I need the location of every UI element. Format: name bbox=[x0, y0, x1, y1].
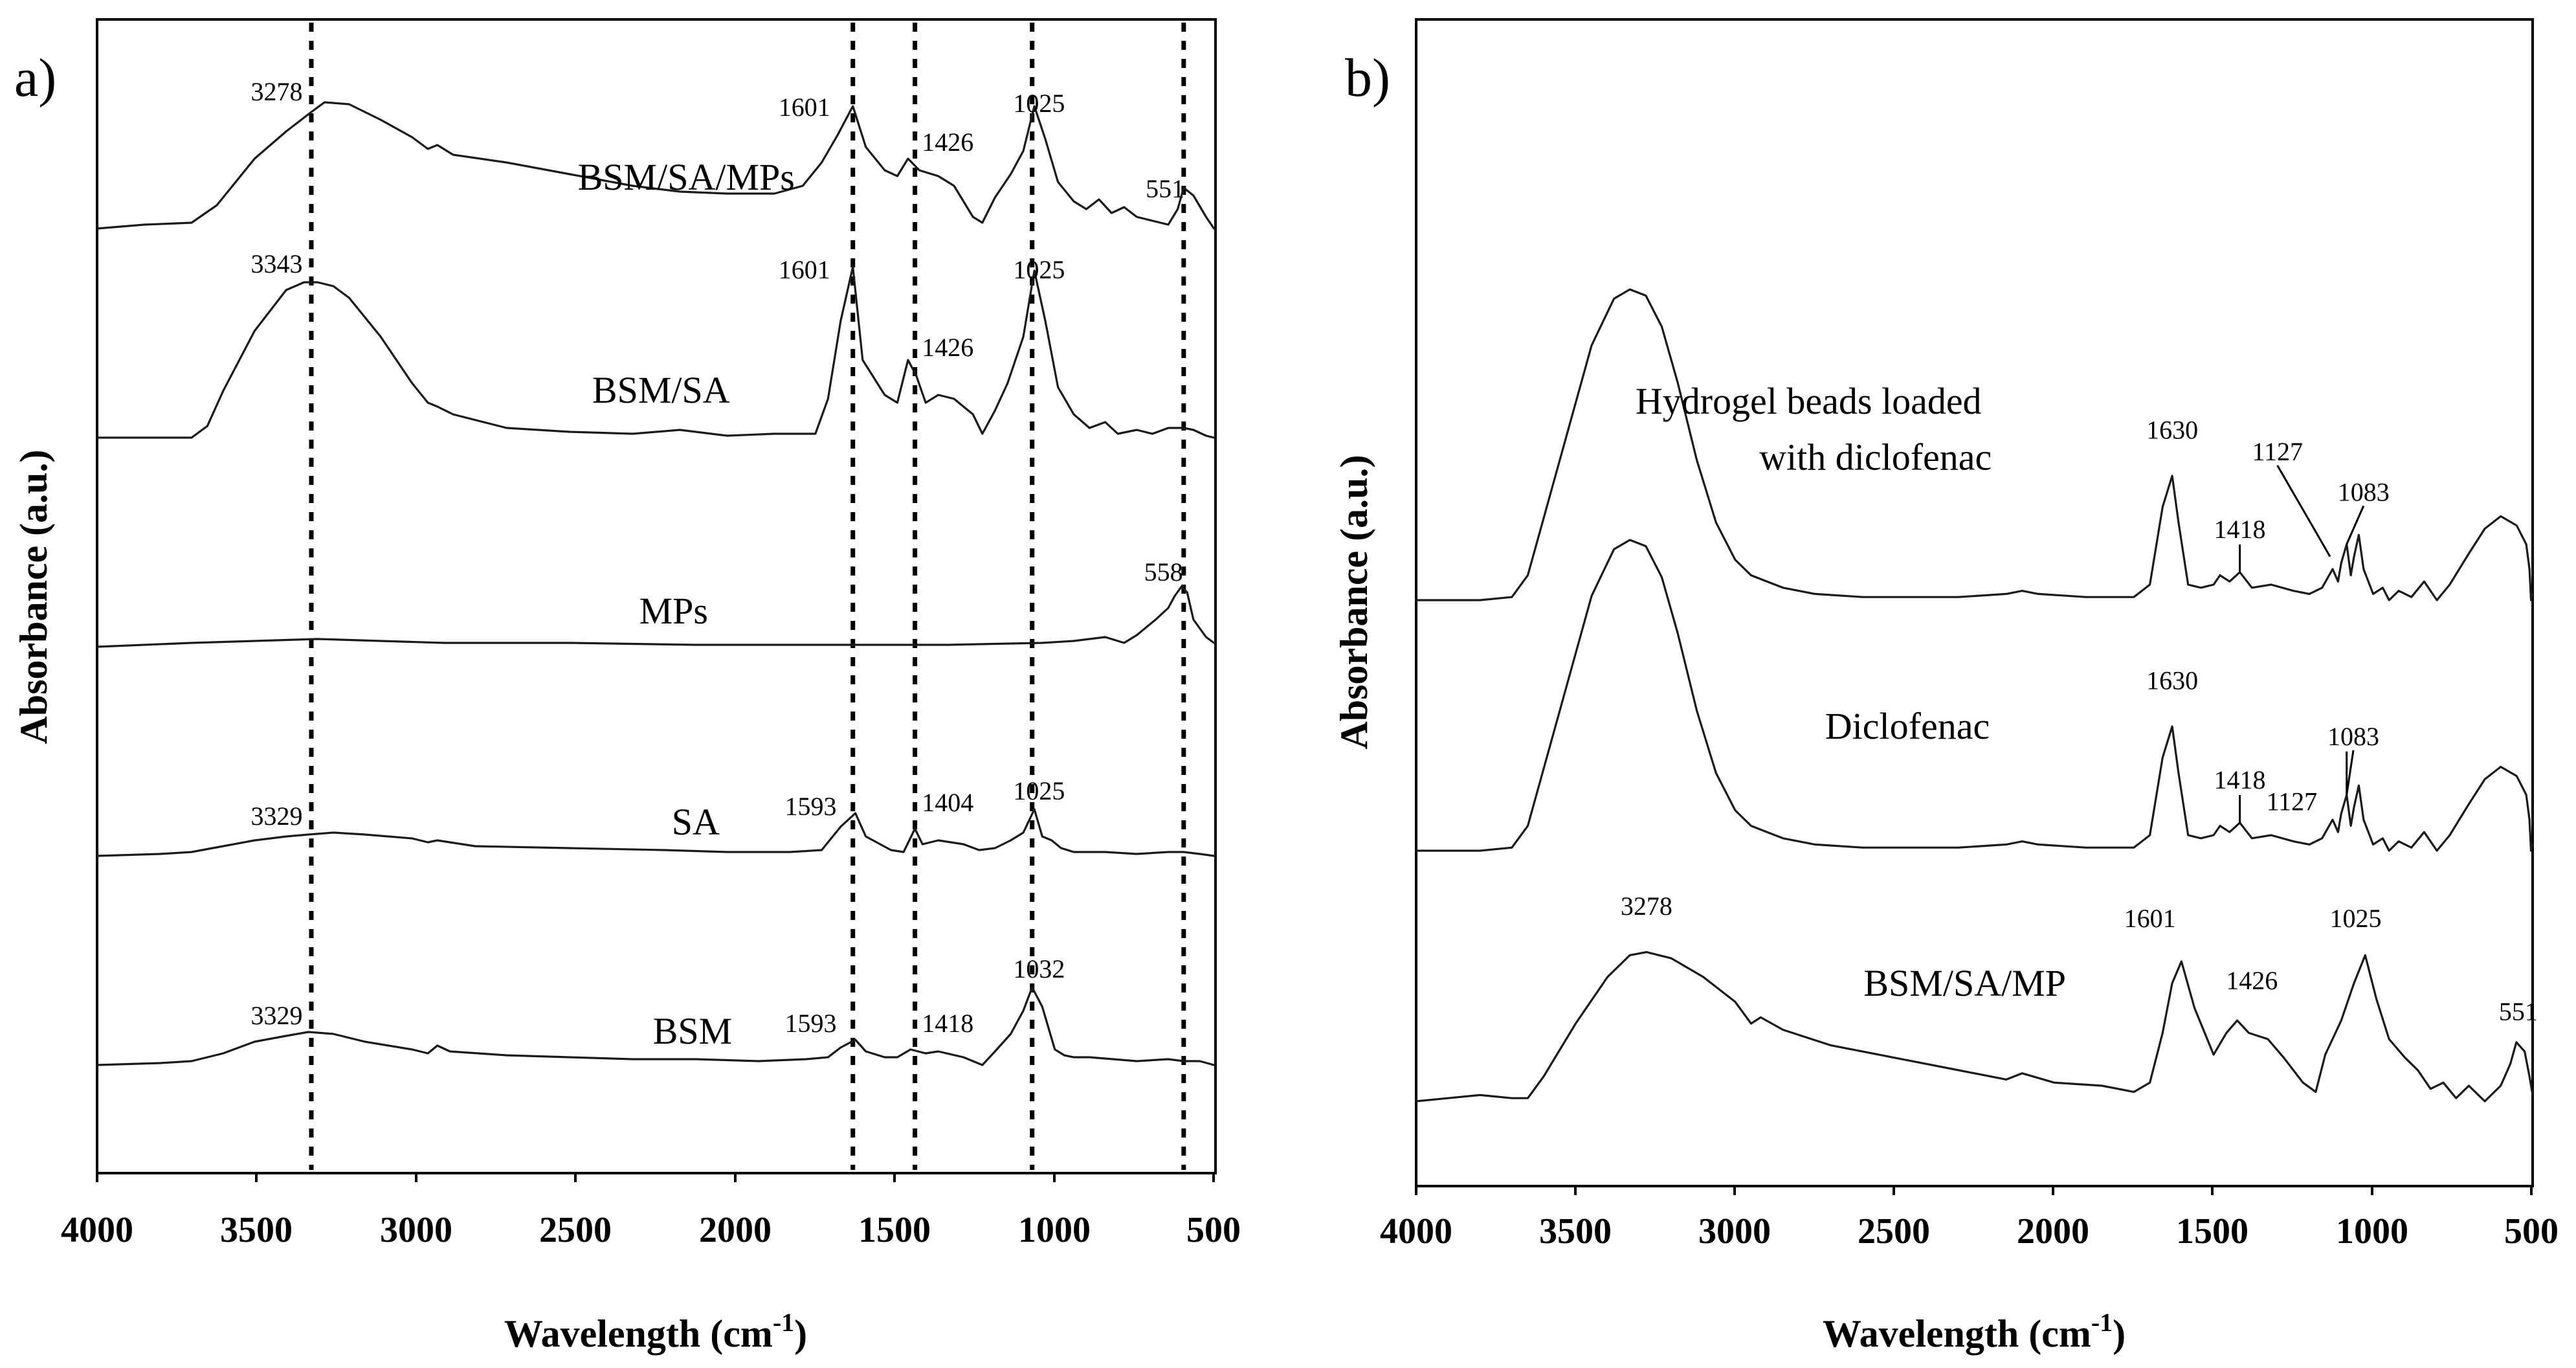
x-tick-label: 2000 bbox=[2017, 1211, 2089, 1251]
peak-label: 1418 bbox=[2214, 765, 2266, 794]
panel-a: a) 3278 1601 1426 1025 551 3343 1601 1426 1025 55… bbox=[12, 18, 1241, 1355]
series-label: with diclofenac bbox=[1759, 436, 1992, 478]
peak-label: 558 bbox=[1144, 557, 1183, 587]
peak-label: 1025 bbox=[1013, 255, 1065, 284]
panel-a-label: a) bbox=[14, 48, 56, 108]
peak-label: 3278 bbox=[1621, 891, 1672, 921]
peak-label: 1032 bbox=[1013, 954, 1065, 983]
x-tick-label: 1000 bbox=[2336, 1211, 2408, 1251]
spectrum-hydrogel-beads-loaded-with-diclofenac bbox=[1415, 288, 2534, 601]
series-label: BSM/SA/MPs bbox=[578, 156, 795, 198]
peak-label: 1593 bbox=[785, 1009, 837, 1038]
spectrum-bsm-sa bbox=[96, 265, 1216, 439]
x-tick-label: 3000 bbox=[1698, 1211, 1771, 1251]
panel-a-y-axis-title: Absorbance (a.u.) bbox=[12, 449, 55, 744]
peak-label: 1426 bbox=[2226, 966, 2278, 995]
peak-label: 1404 bbox=[922, 788, 973, 817]
peak-label: 1593 bbox=[785, 792, 837, 821]
x-tick-label: 1500 bbox=[2176, 1211, 2248, 1251]
panel-a-spectra bbox=[96, 101, 1216, 1066]
peak-label: 1630 bbox=[2146, 415, 2198, 444]
x-tick-label: 1500 bbox=[858, 1210, 931, 1250]
peak-label: 1025 bbox=[1013, 89, 1065, 118]
peak-label: 1418 bbox=[922, 1009, 973, 1038]
x-tick-label: 1000 bbox=[1018, 1210, 1091, 1250]
peak-label: 1127 bbox=[2267, 787, 2318, 816]
series-label: Diclofenac bbox=[1825, 705, 1990, 747]
spectrum-mps bbox=[96, 585, 1216, 648]
panel-a-plot-area bbox=[96, 18, 1217, 1174]
panel-b-x-axis-title: Wavelength (cm-1) bbox=[1823, 1308, 2126, 1355]
peak-label: 551 bbox=[1146, 174, 1184, 203]
peak-callout-line bbox=[2346, 505, 2365, 545]
spectrum-bsm-sa-mp bbox=[1415, 951, 2534, 1103]
series-label: SA bbox=[672, 801, 720, 843]
panel-b-y-axis-title: Absorbance (a.u.) bbox=[1333, 454, 1375, 749]
panel-b-series-labels: Hydrogel beads loaded with diclofenac Dicl… bbox=[1636, 380, 2066, 1004]
peak-label: 3329 bbox=[250, 1001, 302, 1030]
spectrum-diclofenac bbox=[1415, 539, 2534, 852]
peak-label: 1426 bbox=[922, 128, 973, 157]
peak-callout-line bbox=[2276, 465, 2331, 557]
peak-label: 1127 bbox=[2252, 437, 2303, 466]
x-tick-label: 500 bbox=[1186, 1210, 1241, 1250]
panel-b-label: b) bbox=[1345, 48, 1390, 108]
spectrum-bsm-sa-mps bbox=[96, 101, 1216, 230]
peak-callout-line bbox=[2346, 750, 2355, 795]
x-tick-label: 500 bbox=[2504, 1211, 2559, 1251]
peak-label: 1601 bbox=[2124, 904, 2176, 933]
x-tick-label: 3500 bbox=[1539, 1211, 1612, 1251]
peak-label: 1418 bbox=[2214, 515, 2266, 544]
peak-label: 1083 bbox=[2338, 477, 2390, 506]
peak-label: 3343 bbox=[250, 249, 302, 278]
peak-label: 1601 bbox=[779, 255, 830, 284]
panel-b-plot-area bbox=[1415, 18, 2534, 1187]
peak-label: 3329 bbox=[250, 802, 302, 831]
series-label: BSM/SA bbox=[592, 369, 730, 411]
peak-label: 1601 bbox=[779, 93, 830, 122]
spectrum-bsm bbox=[96, 986, 1216, 1066]
panel-a-x-axis-ticks: 4000 3500 3000 2500 2000 1500 1000 500 bbox=[61, 1173, 1241, 1250]
series-label: BSM bbox=[653, 1010, 733, 1052]
peak-label: 1083 bbox=[2327, 722, 2379, 751]
peak-label: 3278 bbox=[250, 77, 302, 106]
panel-a-series-labels: BSM/SA/MPs BSM/SA MPs SA BSM bbox=[578, 156, 795, 1052]
x-tick-label: 2500 bbox=[539, 1210, 612, 1250]
panel-a-peak-labels: 3278 1601 1426 1025 551 3343 1601 1426 1025 558 33… bbox=[250, 77, 1184, 1038]
x-tick-label: 2000 bbox=[699, 1210, 772, 1250]
peak-label: 1025 bbox=[2329, 904, 2381, 933]
series-label: BSM/SA/MP bbox=[1863, 962, 2066, 1004]
spectrum-sa bbox=[96, 808, 1216, 857]
x-tick-label: 2500 bbox=[1858, 1211, 1930, 1251]
peak-label: 1630 bbox=[2146, 666, 2198, 695]
panel-b-x-axis-ticks: 4000 3500 3000 2500 2000 1500 1000 500 bbox=[1380, 1186, 2559, 1251]
panel-b-spectra bbox=[1415, 288, 2534, 1103]
series-label: Hydrogel beads loaded bbox=[1636, 380, 1982, 422]
series-label: MPs bbox=[639, 590, 708, 632]
x-tick-label: 3000 bbox=[380, 1210, 452, 1250]
peak-label: 1426 bbox=[922, 333, 973, 362]
x-tick-label: 4000 bbox=[61, 1210, 133, 1250]
peak-label: 1025 bbox=[1013, 776, 1065, 805]
peak-label: 551 bbox=[2499, 997, 2538, 1026]
x-tick-label: 4000 bbox=[1380, 1211, 1452, 1251]
x-tick-label: 3500 bbox=[220, 1210, 293, 1250]
panel-a-x-axis-title: Wavelength (cm-1) bbox=[504, 1308, 807, 1355]
